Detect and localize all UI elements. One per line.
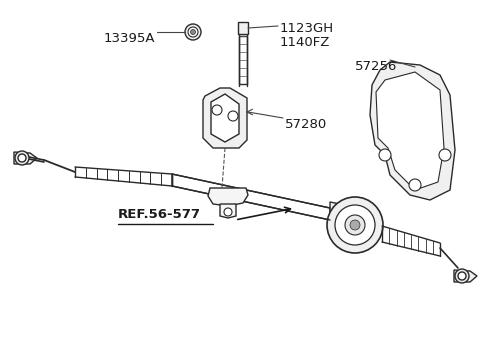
- Text: 13395A: 13395A: [104, 32, 155, 45]
- Polygon shape: [454, 270, 477, 282]
- Circle shape: [409, 179, 421, 191]
- Text: 57256: 57256: [355, 60, 397, 73]
- Circle shape: [18, 154, 26, 162]
- Polygon shape: [370, 62, 455, 200]
- Polygon shape: [208, 188, 248, 206]
- Circle shape: [191, 29, 195, 34]
- Circle shape: [15, 151, 29, 165]
- Polygon shape: [211, 94, 239, 142]
- Circle shape: [327, 197, 383, 253]
- Polygon shape: [220, 204, 236, 218]
- Polygon shape: [203, 88, 247, 148]
- Circle shape: [185, 24, 201, 40]
- Text: 57280: 57280: [285, 118, 327, 131]
- Text: REF.56-577: REF.56-577: [118, 208, 201, 222]
- Circle shape: [212, 105, 222, 115]
- Text: 1123GH: 1123GH: [280, 22, 334, 35]
- Circle shape: [350, 220, 360, 230]
- Circle shape: [224, 208, 232, 216]
- Polygon shape: [14, 152, 37, 164]
- Circle shape: [379, 149, 391, 161]
- Circle shape: [188, 27, 198, 37]
- Polygon shape: [376, 72, 444, 190]
- Text: 1140FZ: 1140FZ: [280, 36, 330, 49]
- Circle shape: [455, 269, 469, 283]
- Polygon shape: [238, 22, 248, 34]
- Circle shape: [458, 272, 466, 280]
- Polygon shape: [172, 174, 330, 220]
- Circle shape: [228, 111, 238, 121]
- Circle shape: [335, 205, 375, 245]
- Circle shape: [439, 149, 451, 161]
- Polygon shape: [330, 202, 365, 228]
- Polygon shape: [239, 36, 247, 84]
- Circle shape: [345, 215, 365, 235]
